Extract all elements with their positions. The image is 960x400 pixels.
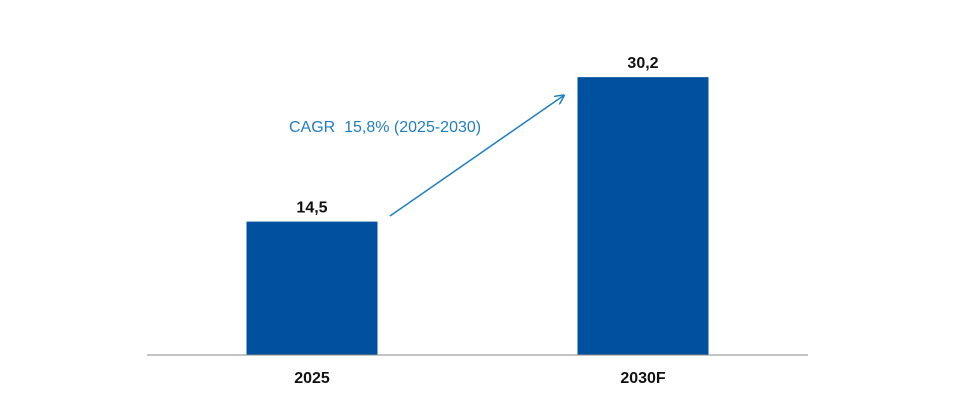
bars-layer (246, 77, 709, 355)
x-tick-label: 2025 (294, 370, 330, 387)
labels-layer: 14,5 2025 30,2 2030F (294, 55, 666, 387)
bar-value-label: 14,5 (296, 200, 327, 217)
cagr-annotation: CAGR 15,8% (2025-2030) (289, 119, 481, 136)
cagr-arrow (389, 96, 563, 217)
bar-2030f (577, 77, 709, 355)
bar-2025 (246, 221, 378, 355)
x-tick-label: 2030F (620, 370, 666, 387)
bar-value-label: 30,2 (627, 55, 658, 72)
